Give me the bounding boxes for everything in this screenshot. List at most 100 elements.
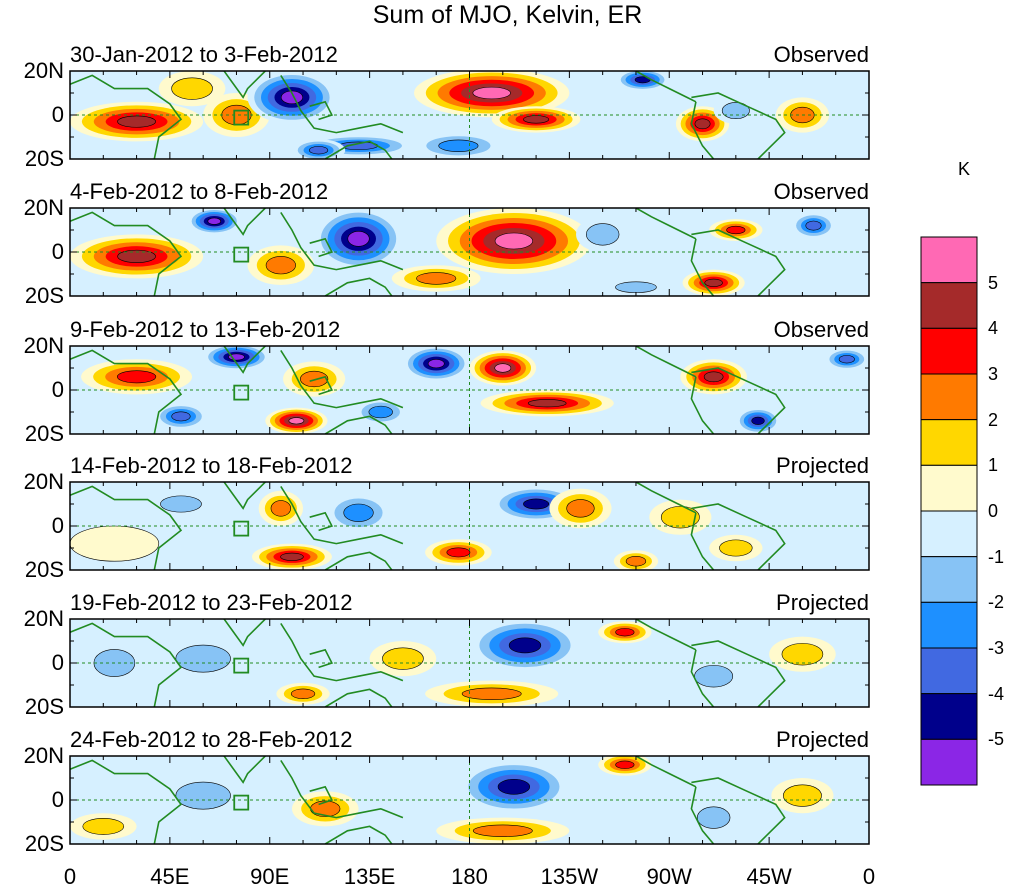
anomaly-contour	[508, 637, 542, 654]
panel-status: Projected	[776, 727, 869, 752]
panel-6	[69, 755, 870, 845]
coastline	[691, 92, 786, 159]
panel-period: 14-Feb-2012 to 18-Feb-2012	[70, 453, 353, 478]
colorbar-unit: K	[958, 159, 971, 179]
coastline	[690, 101, 715, 159]
coastline	[324, 140, 393, 159]
colorbar-tick-label: 1	[988, 455, 999, 476]
panel-status: Observed	[773, 42, 869, 67]
anomaly-field	[70, 482, 786, 570]
anomaly-contour	[782, 784, 822, 807]
anomaly-contour	[726, 225, 746, 235]
coastline	[690, 786, 715, 844]
colorbar-box	[920, 693, 978, 740]
anomaly-contour	[585, 223, 620, 246]
anomaly-contour	[368, 405, 393, 419]
coastline	[280, 622, 404, 682]
anomaly-contour	[494, 363, 512, 373]
coastline	[223, 346, 266, 374]
anomaly-contour	[310, 800, 341, 817]
anomaly-contour	[615, 628, 635, 637]
anomaly-contour	[160, 495, 202, 513]
anomaly-contour	[207, 217, 222, 225]
coastline	[691, 367, 786, 434]
colorbar-tick-label: -3	[988, 638, 1005, 658]
coastline	[691, 229, 786, 296]
anomaly-contour	[781, 643, 824, 666]
coastline	[223, 756, 266, 784]
region-box	[233, 384, 250, 401]
panel-period: 19-Feb-2012 to 23-Feb-2012	[70, 590, 353, 615]
y-tick-label: 20N	[23, 58, 64, 83]
coastline	[223, 208, 266, 236]
coastline	[70, 349, 183, 434]
panel-1	[69, 70, 870, 160]
anomaly-contour	[694, 665, 734, 688]
x-tick-label: 0	[862, 864, 876, 889]
region-box	[233, 109, 250, 126]
panel-status: Observed	[773, 179, 869, 204]
colorbar-tick-label: -5	[988, 729, 1005, 750]
anomaly-contour	[694, 118, 711, 130]
colorbar-tick-label: -1	[988, 546, 1005, 567]
coastline	[691, 777, 786, 844]
y-tick-label: 20S	[24, 557, 64, 582]
anomaly-contour	[527, 399, 567, 408]
y-tick-label: 20N	[23, 333, 64, 358]
anomaly-contour	[171, 77, 213, 100]
y-tick-label: 20S	[24, 831, 64, 856]
colorbar-tick-label: 4	[988, 318, 999, 339]
y-tick-label: 20S	[24, 283, 64, 308]
anomaly-contour	[427, 359, 445, 369]
anomaly-contour	[416, 272, 457, 285]
y-tick-label: 0	[51, 513, 64, 538]
coastline	[324, 825, 393, 844]
x-tick-label: 135W	[540, 864, 599, 889]
panel-4	[69, 481, 870, 571]
coastline	[691, 503, 786, 570]
coastline	[635, 482, 697, 514]
coastline	[309, 785, 334, 806]
coastline	[280, 211, 404, 271]
anomaly-contour	[117, 249, 156, 263]
anomaly-field	[70, 208, 836, 296]
coastline	[324, 688, 393, 707]
coastline	[635, 71, 697, 103]
coastline	[635, 619, 697, 651]
coastline	[70, 759, 183, 844]
anomaly-contour	[171, 411, 191, 422]
coastline	[635, 346, 697, 378]
colorbar-box	[920, 464, 978, 512]
anomaly-contour	[280, 90, 304, 105]
colorbar-box	[920, 738, 978, 786]
anomaly-contour	[347, 231, 370, 247]
anomaly-contour	[751, 416, 765, 425]
colorbar-box	[920, 647, 978, 695]
coastline	[309, 648, 334, 669]
anomaly-contour	[382, 647, 424, 670]
colorbar	[920, 236, 978, 786]
chart-title: Sum of MJO, Kelvin, ER	[372, 1, 643, 29]
coastline	[223, 619, 266, 647]
anomaly-contour	[270, 500, 292, 517]
region-box	[233, 657, 250, 674]
x-tick-label: 90E	[250, 864, 290, 889]
region-box	[233, 794, 250, 811]
colorbar-box	[920, 601, 978, 649]
anomaly-contour	[566, 499, 595, 518]
anomaly-contour	[472, 824, 533, 837]
coastline	[223, 482, 266, 510]
anomaly-contour	[175, 781, 231, 810]
coastline	[309, 237, 334, 258]
coastline	[223, 71, 266, 99]
anomaly-contour	[70, 525, 160, 562]
panel-3	[69, 345, 870, 435]
panel-period: 30-Jan-2012 to 3-Feb-2012	[70, 42, 338, 67]
panel-2	[69, 207, 870, 297]
y-tick-label: 0	[51, 787, 64, 812]
anomaly-contour	[300, 370, 329, 388]
anomaly-field	[70, 346, 869, 434]
anomaly-contour	[116, 370, 157, 384]
anomaly-contour	[280, 552, 304, 561]
